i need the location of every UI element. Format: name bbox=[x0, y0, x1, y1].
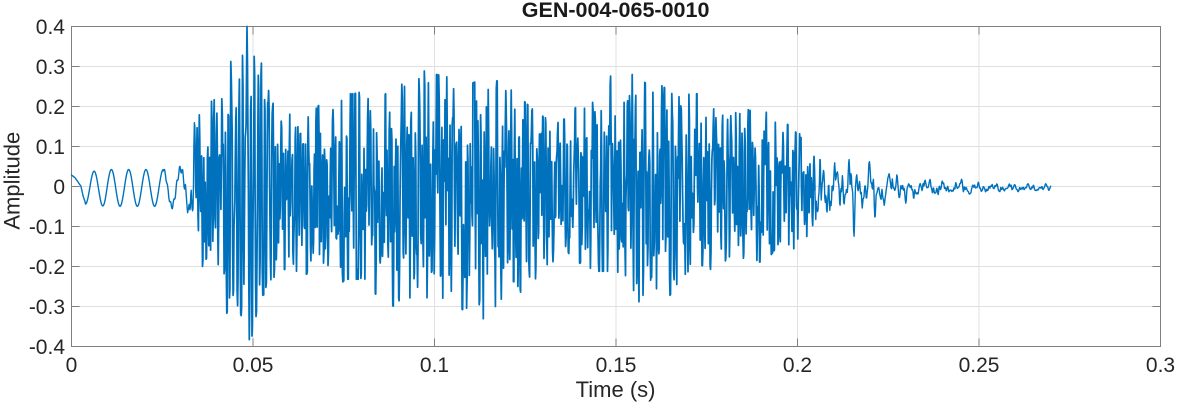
svg-text:0: 0 bbox=[53, 176, 65, 199]
svg-text:Amplitude: Amplitude bbox=[0, 132, 24, 230]
svg-text:0.25: 0.25 bbox=[959, 354, 1000, 377]
svg-text:0.2: 0.2 bbox=[36, 96, 65, 119]
svg-text:-0.1: -0.1 bbox=[29, 216, 65, 239]
svg-text:0.3: 0.3 bbox=[1146, 354, 1175, 377]
svg-text:0.15: 0.15 bbox=[596, 354, 637, 377]
svg-text:0.05: 0.05 bbox=[233, 354, 274, 377]
svg-text:0: 0 bbox=[66, 354, 78, 377]
svg-text:0.2: 0.2 bbox=[783, 354, 812, 377]
svg-text:0.4: 0.4 bbox=[36, 16, 66, 39]
svg-text:-0.4: -0.4 bbox=[29, 336, 66, 359]
svg-text:0.3: 0.3 bbox=[36, 56, 65, 79]
svg-text:-0.3: -0.3 bbox=[29, 296, 65, 319]
svg-text:GEN-004-065-0010: GEN-004-065-0010 bbox=[522, 0, 710, 22]
svg-text:0.1: 0.1 bbox=[420, 354, 449, 377]
svg-text:Time (s): Time (s) bbox=[576, 377, 656, 402]
svg-text:-0.2: -0.2 bbox=[29, 256, 65, 279]
svg-text:0.1: 0.1 bbox=[36, 136, 65, 159]
